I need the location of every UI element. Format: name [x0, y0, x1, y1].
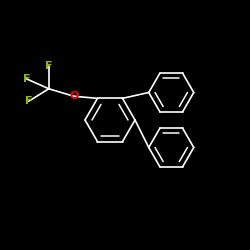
Text: O: O	[69, 91, 78, 101]
Text: F: F	[22, 74, 30, 84]
Text: F: F	[45, 61, 52, 71]
Text: F: F	[25, 96, 32, 106]
